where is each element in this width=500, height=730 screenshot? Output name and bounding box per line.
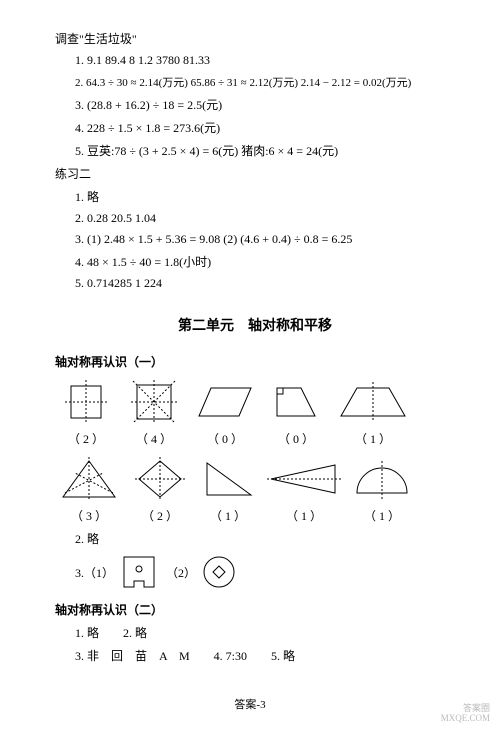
shape-count: （ 4 ） [136, 430, 172, 447]
right-triangle-shape [197, 453, 259, 505]
shape-count: （ 2 ） [68, 430, 104, 447]
shape-count: （ 1 ） [210, 507, 246, 524]
exercise2-heading: 练习二 [55, 165, 455, 182]
notched-square-shape [118, 553, 160, 591]
shape-row-2: （ 3 ） （ 2 ） （ 1 ） （ 1 ） [55, 453, 455, 524]
shape-row-1: （ 2 ） （ 4 ） （ 0 ） （ 0 ） [55, 376, 455, 447]
shape-count: （ 1 ） [355, 430, 391, 447]
survey-line-2: 2. 64.3 ÷ 30 ≈ 2.14(万元) 65.86 ÷ 31 ≈ 2.1… [75, 74, 455, 90]
shape-count: （ 1 ） [286, 507, 322, 524]
square-shape [123, 376, 185, 428]
ex2-line-1: 1. 略 [75, 188, 455, 205]
watermark-line2: MXQE.COM [441, 714, 490, 724]
sym1-3-label-1: 3.（1） [75, 564, 114, 581]
ex2-line-3: 3. (1) 2.48 × 1.5 + 5.36 = 9.08 (2) (4.6… [75, 232, 455, 247]
sym2-heading: 轴对称再认识（二） [55, 601, 455, 618]
shape-count: （ 3 ） [71, 507, 107, 524]
shape-count: （ 1 ） [364, 507, 400, 524]
survey-line-3: 3. (28.8 + 16.2) ÷ 18 = 2.5(元) [75, 96, 455, 113]
sym2-line-1: 1. 略 2. 略 [75, 624, 455, 641]
pointed-triangle-shape [265, 453, 343, 505]
parallelogram-shape [191, 376, 259, 428]
ex2-line-4: 4. 48 × 1.5 ÷ 40 = 1.8(小时) [75, 253, 455, 270]
survey-heading: 调查"生活垃圾" [55, 30, 455, 47]
shape-count: （ 2 ） [142, 507, 178, 524]
sym2-line-2: 3. 非 回 苗 A M 4. 7:30 5. 略 [75, 647, 455, 664]
page-footer: 答案-3 [0, 696, 500, 712]
unit-title: 第二单元 轴对称和平移 [55, 315, 455, 335]
ex2-line-2: 2. 0.28 20.5 1.04 [75, 211, 455, 226]
sym1-line-3: 3.（1） （2） [75, 553, 455, 591]
right-trapezoid-shape [265, 376, 327, 428]
eq-triangle-shape [55, 453, 123, 505]
circle-diamond-shape [200, 553, 238, 591]
shape-count: （ 0 ） [278, 430, 314, 447]
rectangle-shape [55, 376, 117, 428]
ex2-line-5: 5. 0.714285 1 224 [75, 276, 455, 291]
survey-line-5: 5. 豆英:78 ÷ (3 + 2.5 × 4) = 6(元) 猪肉:6 × 4… [75, 142, 455, 159]
sym1-3-label-2: （2） [166, 564, 196, 581]
semicircle-shape [349, 453, 415, 505]
sym1-heading: 轴对称再认识（一） [55, 353, 455, 370]
iso-trapezoid-shape [333, 376, 413, 428]
survey-line-1: 1. 9.1 89.4 8 1.2 3780 81.33 [75, 53, 455, 68]
survey-line-4: 4. 228 ÷ 1.5 × 1.8 = 273.6(元) [75, 119, 455, 136]
sym1-line-2: 2. 略 [75, 530, 455, 547]
watermark: 答案圈 MXQE.COM [441, 704, 490, 724]
rhombus-shape [129, 453, 191, 505]
shape-count: （ 0 ） [207, 430, 243, 447]
